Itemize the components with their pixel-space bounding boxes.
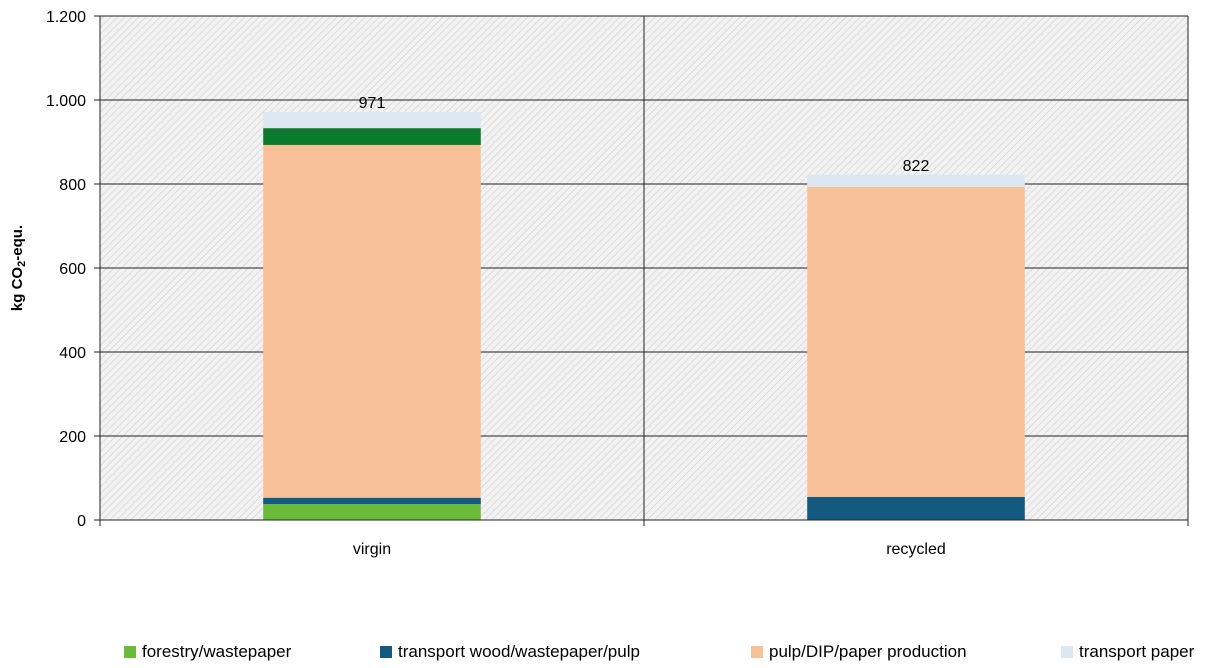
chart: 0 200 400 600 800 1.000 1.200 virgin 971 recycled… bbox=[9, 9, 1189, 558]
labels: 0 200 400 600 800 1.000 1.200 virgin 971 recycled… bbox=[46, 9, 946, 558]
legend-swatch bbox=[380, 646, 392, 658]
bars bbox=[263, 112, 1025, 520]
bar-segment bbox=[263, 497, 481, 505]
y-axis-title: kg CO2-equ. bbox=[9, 225, 28, 311]
legend-label: forestry/wastepaper bbox=[142, 642, 292, 661]
bar-total-label: 822 bbox=[903, 158, 930, 175]
legend-label: pulp/DIP/paper production bbox=[769, 642, 967, 661]
bar-segment bbox=[263, 144, 481, 498]
bar-total-label: 971 bbox=[359, 95, 386, 112]
legend-swatch bbox=[751, 646, 763, 658]
y-tick-label: 600 bbox=[59, 261, 86, 278]
legend-label: transport wood/wastepaper/pulp bbox=[398, 642, 640, 661]
legend-item: transport paper bbox=[1061, 642, 1194, 662]
bar-segment bbox=[263, 128, 481, 145]
axes bbox=[94, 15, 1189, 526]
legend-item: transport wood/wastepaper/pulp bbox=[380, 642, 640, 662]
legend-swatch bbox=[124, 646, 136, 658]
bar-segment bbox=[807, 174, 1025, 187]
y-tick-label: 800 bbox=[59, 177, 86, 194]
legend-item: forestry/wastepaper bbox=[124, 642, 291, 662]
y-tick-label: 200 bbox=[59, 429, 86, 446]
y-tick-label: 1.200 bbox=[46, 9, 86, 26]
legend-swatch bbox=[1061, 646, 1073, 658]
bar-segment bbox=[263, 112, 481, 129]
legend-item: pulp/DIP/paper production bbox=[751, 642, 967, 662]
bar-segment bbox=[263, 504, 481, 520]
legend-label: transport paper bbox=[1079, 642, 1195, 661]
y-tick-label: 0 bbox=[77, 513, 86, 530]
y-tick-label: 1.000 bbox=[46, 93, 86, 110]
bar-segment bbox=[807, 186, 1025, 497]
legend: forestry/wastepaper transport wood/wastep… bbox=[0, 642, 1225, 666]
bar-segment bbox=[807, 496, 1025, 520]
y-tick-label: 400 bbox=[59, 345, 86, 362]
x-category-label: recycled bbox=[886, 541, 946, 558]
y-axis-title-tail: -equ. bbox=[9, 225, 26, 261]
x-category-label: virgin bbox=[353, 541, 391, 558]
y-axis-title-subscript: 2 bbox=[16, 261, 28, 267]
